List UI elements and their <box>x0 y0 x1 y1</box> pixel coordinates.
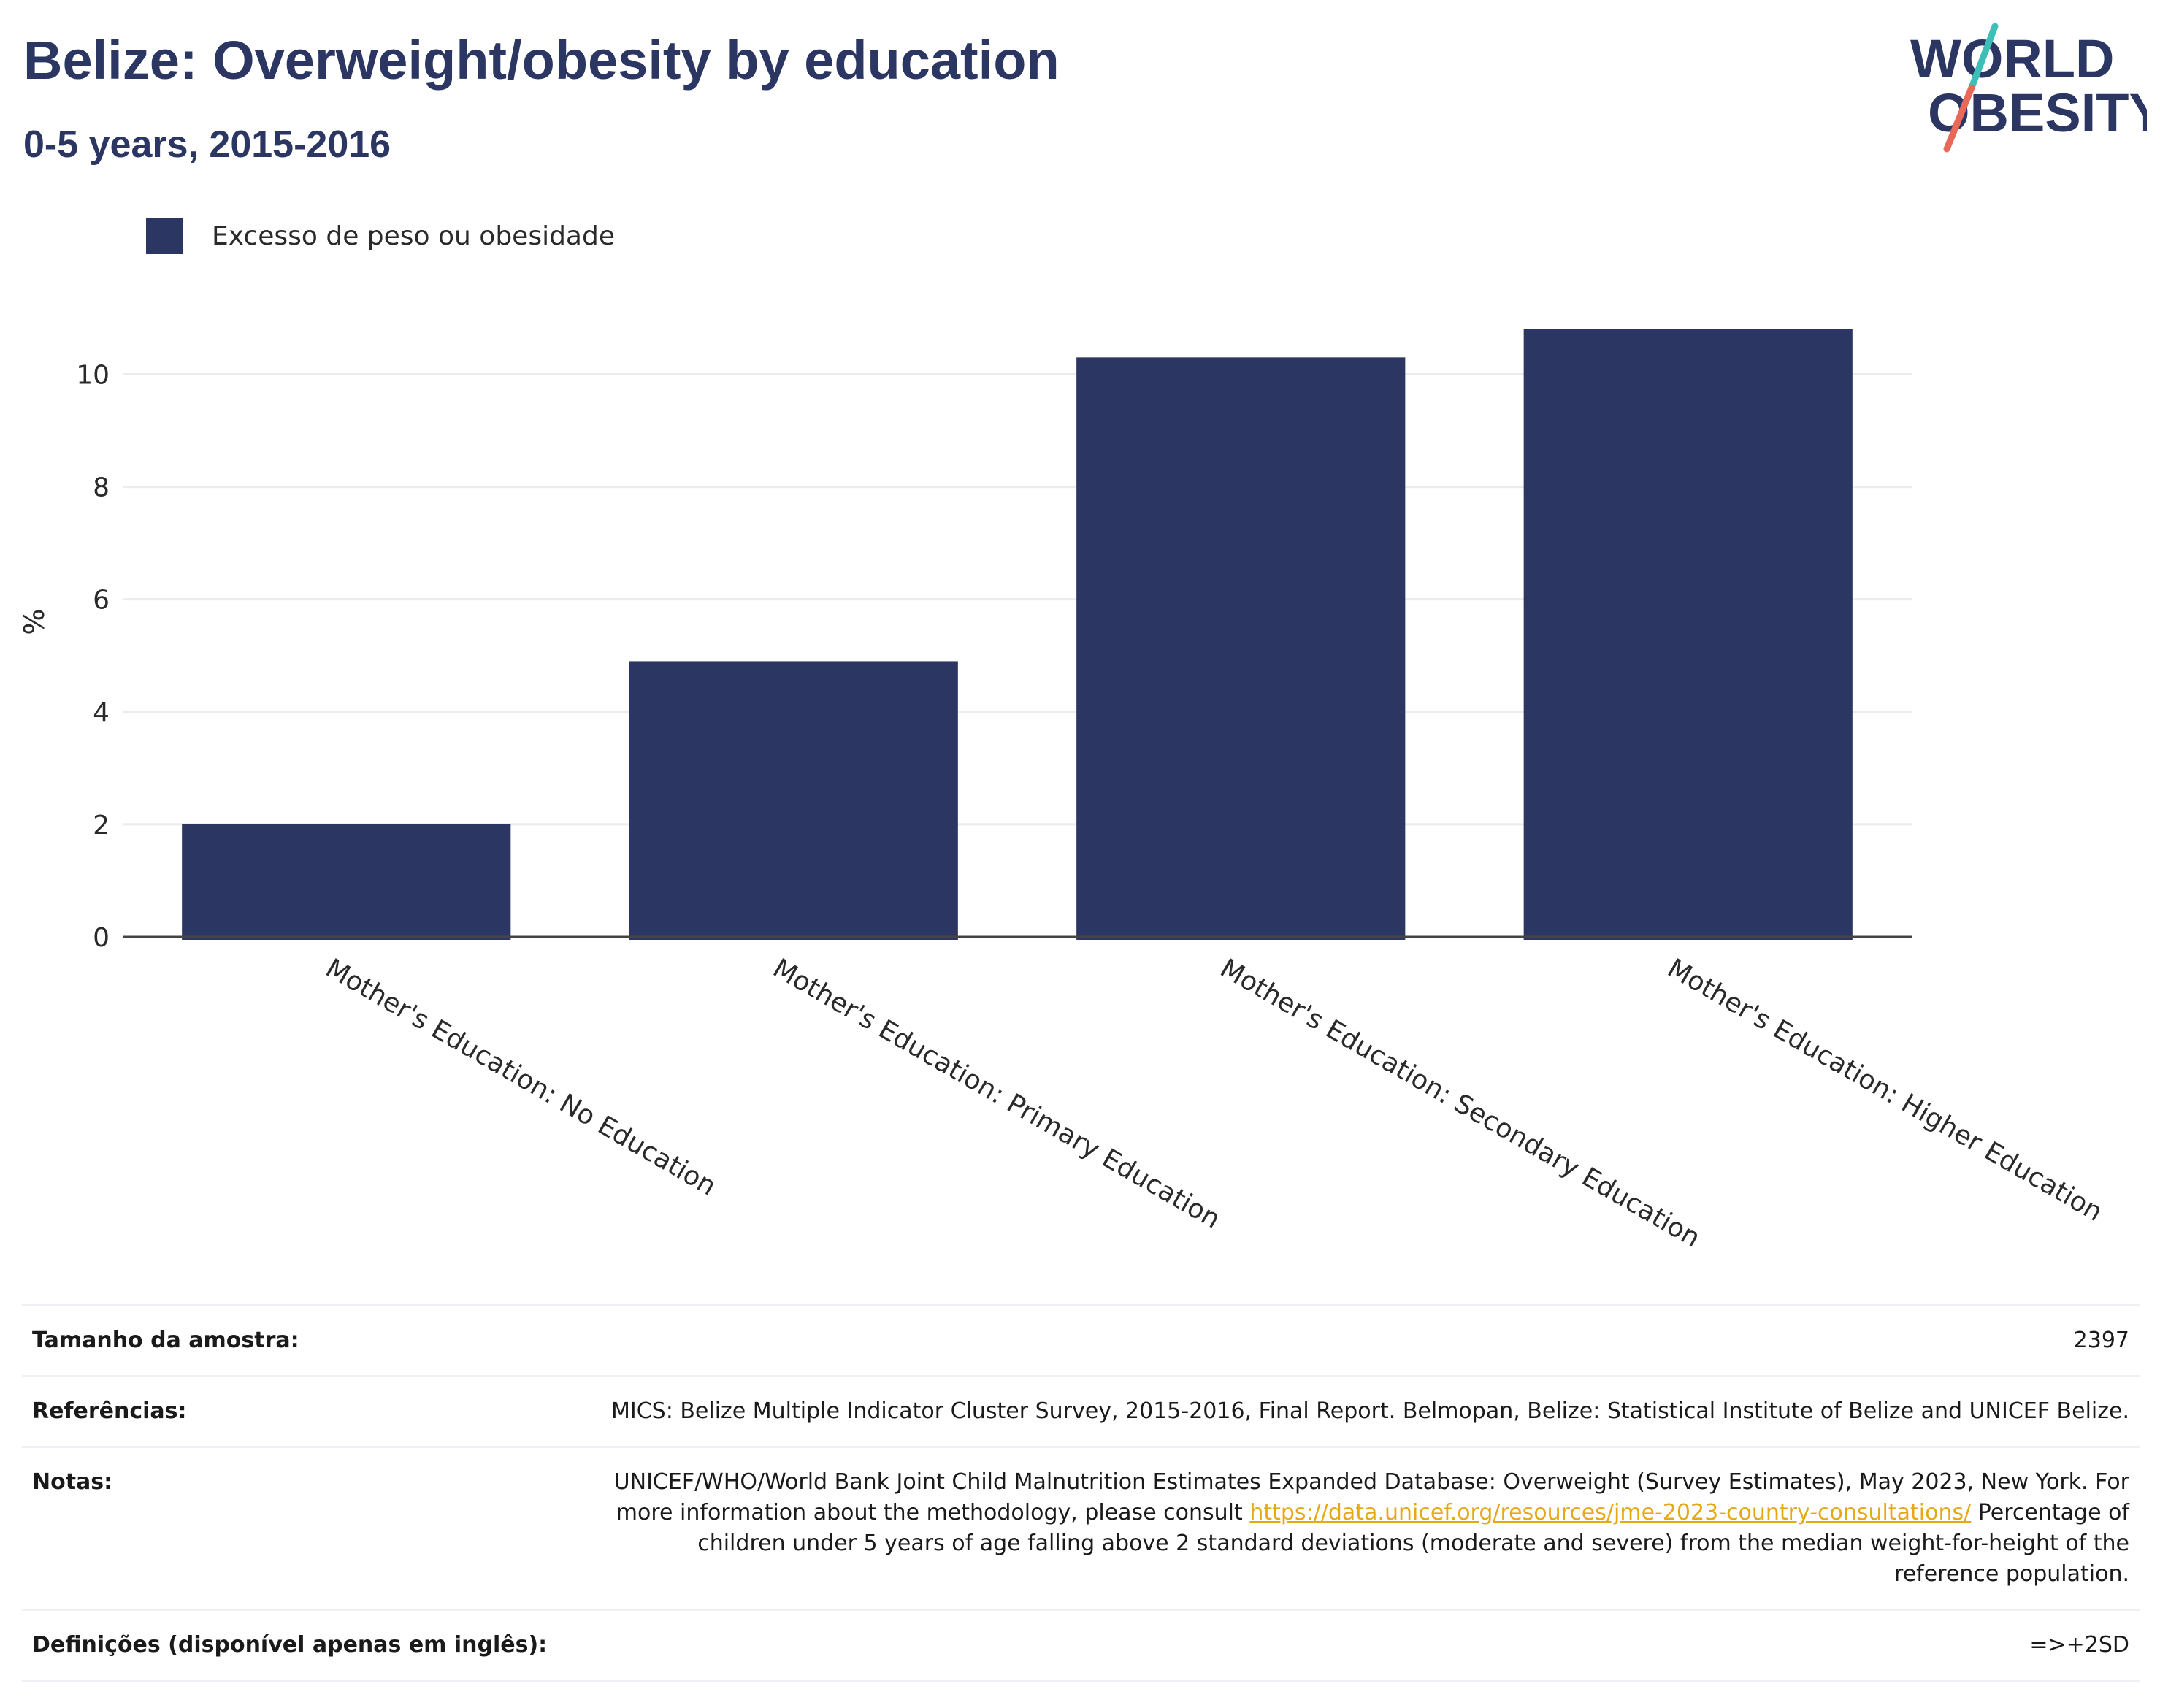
bars <box>182 329 1853 941</box>
notes-value: UNICEF/WHO/World Bank Joint Child Malnut… <box>597 1447 2140 1610</box>
sample-size-label: Tamanho da amostra: <box>32 1328 299 1353</box>
y-axis-title: % <box>18 608 50 635</box>
sample-size-row: Tamanho da amostra: 2397 <box>22 1305 2140 1376</box>
world-obesity-logo[interactable]: WORLD OBESITY <box>1899 20 2147 159</box>
y-tick-label-2: 2 <box>93 811 110 840</box>
sample-size-value: 2397 <box>2073 1328 2129 1353</box>
y-tick-label-0: 0 <box>93 923 110 953</box>
x-tick-label-1: Mother's Education: No Education <box>321 953 721 1201</box>
notes-text-before: UNICEF/WHO/World Bank Joint Child Malnut… <box>613 1469 2129 1525</box>
bar-2[interactable] <box>629 661 958 940</box>
x-axis-labels: Mother's Education: No Education Mother's… <box>321 953 2107 1253</box>
bar-chart: 0 2 4 6 8 10 Mother's Education: No Education… <box>18 329 2107 1254</box>
y-tick-label-6: 6 <box>93 586 110 616</box>
references-value: MICS: Belize Multiple Indicator Cluster … <box>610 1398 2129 1424</box>
references-row: Referências: MICS: Belize Multiple Indic… <box>22 1376 2140 1447</box>
x-tick-label-2: Mother's Education: Primary Education <box>767 953 1225 1234</box>
legend-label: Excesso de peso ou obesidade <box>212 221 615 251</box>
notes-label: Notas: <box>32 1469 113 1495</box>
logo-slash-coral <box>1943 84 1975 153</box>
chart-subtitle: 0-5 years, 2015-2016 <box>23 123 391 166</box>
x-tick-label-3: Mother's Education: Secondary Education <box>1215 953 1705 1253</box>
bar-1[interactable] <box>182 824 511 940</box>
y-tick-label-4: 4 <box>93 698 110 728</box>
notes-text-after: Percentage of children under 5 years of … <box>697 1500 2129 1587</box>
definitions-value: =>+2SD <box>2029 1632 2129 1658</box>
definitions-label: Definições (disponível apenas em inglês)… <box>32 1632 548 1658</box>
legend[interactable]: Excesso de peso ou obesidade <box>146 218 615 254</box>
chart-title: Belize: Overweight/obesity by education <box>23 30 1060 91</box>
legend-swatch <box>146 218 183 254</box>
info-table: Tamanho da amostra: 2397 Referências: MI… <box>22 1304 2140 1682</box>
bar-4[interactable] <box>1523 329 1853 941</box>
x-tick-label-4: Mother's Education: Higher Education <box>1662 953 2107 1228</box>
world-obesity-logo-icon: WORLD OBESITY <box>1910 23 2147 153</box>
logo-line-1: WORLD <box>1910 28 2115 89</box>
y-tick-label-10: 10 <box>76 360 110 390</box>
notes-link[interactable]: https://data.unicef.org/resources/jme-20… <box>1249 1500 1972 1525</box>
y-tick-label-8: 8 <box>93 473 110 503</box>
notes-row: Notas: UNICEF/WHO/World Bank Joint Child… <box>22 1447 2140 1610</box>
logo-slash-teal <box>1968 23 1999 91</box>
references-label: Referências: <box>32 1398 187 1424</box>
bar-3[interactable] <box>1076 357 1406 940</box>
y-axis-ticks: 0 2 4 6 8 10 <box>76 360 110 953</box>
definitions-row: Definições (disponível apenas em inglês)… <box>22 1609 2140 1681</box>
